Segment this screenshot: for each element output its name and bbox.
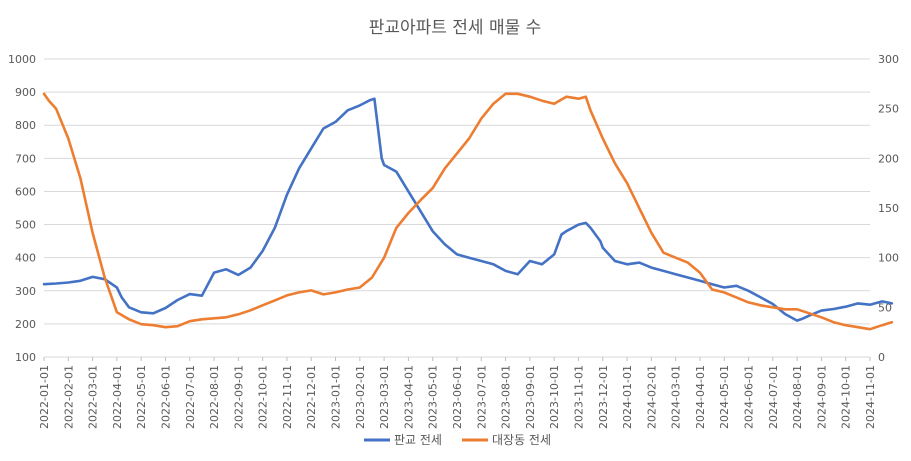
series-line-1	[42, 97, 894, 322]
left-tick-label: 300	[15, 285, 36, 298]
x-tick-label: 2022-05-01	[135, 365, 148, 429]
x-tick-label: 2024-02-01	[645, 365, 658, 429]
x-tick-label: 2023-01-01	[330, 365, 343, 429]
x-tick-label: 2023-11-01	[572, 365, 585, 429]
x-tick-label: 2022-08-01	[208, 365, 221, 429]
x-tick-label: 2022-12-01	[305, 365, 318, 429]
x-tick-label: 2023-05-01	[427, 365, 440, 429]
x-tick-label: 2022-02-01	[62, 365, 75, 429]
x-tick-label: 2022-11-01	[281, 365, 294, 429]
x-tick-label: 2024-07-01	[767, 365, 780, 429]
series-line-2	[42, 92, 894, 331]
right-tick-label: 250	[878, 103, 899, 116]
x-tick-label: 2024-08-01	[791, 365, 804, 429]
x-tick-label: 2024-06-01	[743, 365, 756, 429]
right-tick-label: 0	[878, 351, 885, 364]
x-tick-label: 2023-09-01	[524, 365, 537, 429]
right-tick-label: 200	[878, 152, 899, 165]
x-tick-label: 2023-08-01	[500, 365, 513, 429]
x-tick-label: 2024-04-01	[694, 365, 707, 429]
x-tick-label: 2022-09-01	[232, 365, 245, 429]
x-tick-label: 2023-06-01	[451, 365, 464, 429]
gridlines	[44, 58, 870, 358]
legend: 판교 전세 대장동 전세	[364, 433, 551, 447]
x-tick-label: 2024-11-01	[864, 365, 877, 429]
x-tick-label: 2022-04-01	[111, 365, 124, 429]
x-tick-label: 2022-07-01	[184, 365, 197, 429]
x-tick-label: 2023-07-01	[475, 365, 488, 429]
left-tick-label: 200	[15, 318, 36, 331]
left-tick-label: 400	[15, 252, 36, 265]
left-tick-label: 100	[15, 351, 36, 364]
left-tick-label: 900	[15, 86, 36, 99]
right-tick-label: 150	[878, 202, 899, 215]
right-tick-label: 50	[878, 301, 892, 314]
left-tick-label: 600	[15, 185, 36, 198]
x-tick-label: 2024-01-01	[621, 365, 634, 429]
legend-label: 대장동 전세	[492, 433, 551, 447]
chart-title: 판교아파트 전세 매물 수	[369, 18, 542, 38]
x-tick-label: 2022-03-01	[87, 365, 100, 429]
right-tick-label: 100	[878, 252, 899, 265]
x-tick-label: 2022-01-01	[38, 365, 51, 429]
x-tick-label: 2024-10-01	[840, 365, 853, 429]
x-axis-ticks: 2022-01-01 2022-02-01 2022-03-01 2022-04-01…	[38, 357, 877, 429]
series-lines	[42, 92, 894, 331]
x-tick-label: 2023-02-01	[354, 365, 367, 429]
left-tick-label: 700	[15, 152, 36, 165]
left-tick-label: 800	[15, 119, 36, 132]
legend-label: 판교 전세	[394, 433, 442, 447]
x-tick-label: 2022-06-01	[159, 365, 172, 429]
x-tick-label: 2024-05-01	[718, 365, 731, 429]
x-tick-label: 2023-10-01	[548, 365, 561, 429]
x-tick-label: 2023-03-01	[378, 365, 391, 429]
right-tick-label: 300	[878, 53, 899, 66]
x-tick-label: 2024-09-01	[815, 365, 828, 429]
x-tick-label: 2022-10-01	[257, 365, 270, 429]
x-tick-label: 2023-12-01	[597, 365, 610, 429]
right-axis-ticks: 0 50 100 150 200 250 300	[878, 53, 899, 364]
x-tick-label: 2023-04-01	[402, 365, 415, 429]
left-axis-ticks: 100 200 300 400 500 600 700 800 900 1000	[8, 53, 36, 364]
left-tick-label: 500	[15, 219, 36, 232]
x-tick-label: 2024-03-01	[670, 365, 683, 429]
left-tick-label: 1000	[8, 53, 36, 66]
